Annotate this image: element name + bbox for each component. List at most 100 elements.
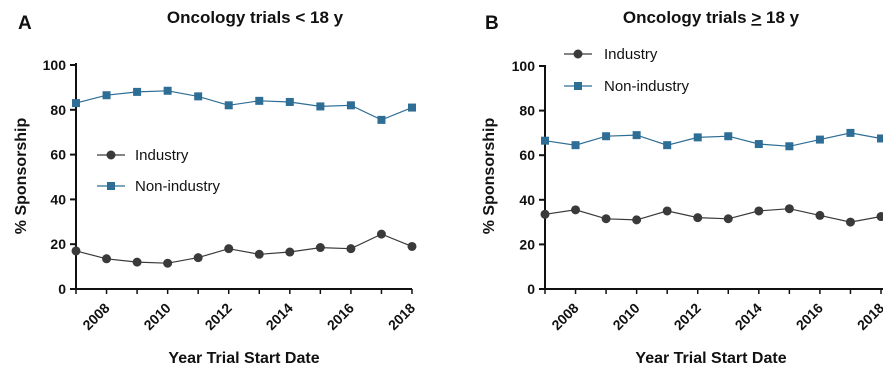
panel-b-industry-point [723, 214, 733, 224]
panel-b-industry-point [693, 213, 703, 223]
panel-b-non-industry-point [785, 142, 794, 151]
panel-b-x-tick-label: 2016 [793, 300, 826, 333]
panel-a-x-tick-label: 2018 [385, 300, 418, 333]
panel-b-non-industry-point [541, 136, 549, 145]
panel-b-x-tick-label: 2018 [854, 300, 883, 333]
panel-b-industry-point [571, 205, 581, 215]
panel-a-industry-point [285, 247, 295, 257]
panel-a-legend: Industry Non-industry [97, 147, 221, 195]
panel-a-x-tick-label: 2016 [324, 300, 357, 333]
panel-a-industry-point [254, 249, 264, 259]
panel-a-y-tick-label: 0 [58, 281, 66, 297]
panel-a-industry-point [163, 258, 173, 268]
panel-b-industry-point [815, 210, 825, 220]
panel-b-legend-industry-marker [573, 49, 583, 59]
panel-a-x-tick-label: 2008 [79, 300, 112, 333]
panel-b-non-industry-point [724, 132, 733, 141]
panel-a-non-industry-point [285, 97, 294, 106]
panel-b-non-industry-point [877, 134, 883, 143]
panel-b-title: Oncology trials > 18 y [623, 8, 800, 27]
panel-b: B Oncology trials > 18 y Year Trial Star… [481, 8, 883, 367]
panel-a-industry-point [315, 243, 325, 253]
panel-a-non-industry-point [163, 86, 172, 95]
panel-b-non-industry-series-line [544, 132, 882, 147]
panel-b-industry-point [845, 217, 855, 227]
panel-b-x-axis-title: Year Trial Start Date [635, 350, 786, 367]
panel-a-non-industry-point [133, 87, 142, 96]
panel-b-letter: B [485, 13, 499, 34]
panel-b-non-industry-point [754, 140, 763, 149]
panel-b-title-part-1: Oncology trials [623, 8, 751, 27]
panel-a-y-axis-title: % Sponsorship [13, 118, 30, 235]
panel-b-non-industry-point [663, 141, 672, 150]
panel-a-non-industry-series-line [75, 90, 413, 121]
panel-a-industry-point [407, 241, 417, 251]
panel-a-non-industry-point [102, 91, 111, 100]
panel-b-industry-series-line [544, 208, 882, 223]
panel-a-industry-point [102, 254, 112, 264]
panel-a-y-tick-label: 80 [50, 102, 66, 118]
panel-b-industry-point [754, 206, 764, 216]
panel-a-letter: A [18, 13, 32, 34]
panel-a-non-industry-point [408, 103, 416, 112]
panel-b-non-industry-point [815, 135, 824, 144]
panel-a-x-tick-label: 2014 [263, 300, 296, 333]
panel-a-legend-non-industry-label: Non-industry [135, 178, 221, 195]
panel-b-legend-non-industry-marker [574, 82, 582, 90]
panel-b-industry-point [540, 209, 550, 219]
panel-b-non-industry-point [693, 133, 702, 142]
panel-a-industry-point [376, 229, 386, 239]
panel-a-x-tick-label: 2012 [202, 300, 235, 333]
panel-b-y-tick-label: 0 [527, 281, 535, 297]
panel-a-title: Oncology trials < 18 y [167, 8, 344, 27]
panel-b-non-industry-point [632, 131, 641, 140]
panel-b-non-industry-point [571, 141, 580, 150]
panel-b-industry-point [876, 212, 883, 222]
panel-b-legend-industry-label: Industry [604, 46, 658, 63]
panel-a-industry-point [193, 253, 203, 263]
panel-a-industry-point [132, 257, 142, 267]
panel-b-y-tick-label: 20 [519, 236, 535, 252]
panel-a-non-industry-point [346, 101, 355, 110]
panel-b-x-tick-label: 2008 [548, 300, 581, 333]
panel-a-industry-point [71, 246, 81, 256]
panel-b-legend: Industry Non-industry [564, 46, 690, 95]
panel-a-non-industry-point [194, 92, 203, 101]
panel-b-y-axis-title: % Sponsorship [481, 118, 498, 235]
panel-a-y-tick-label: 60 [50, 147, 66, 163]
panel-a-y-tick-label: 20 [50, 236, 66, 252]
panel-a-industry-point [224, 244, 234, 254]
panel-a-x-axis-title: Year Trial Start Date [168, 350, 319, 367]
panel-a-y-tick-label: 40 [50, 191, 66, 207]
panel-b-y-tick-label: 80 [519, 103, 535, 119]
panel-a-legend-industry-marker [106, 150, 116, 160]
panel-a: A Oncology trials < 18 y Year Trial Star… [13, 8, 418, 367]
panel-b-industry-point [784, 204, 794, 214]
panel-a-x-tick-label: 2010 [140, 300, 173, 333]
panel-a-non-industry-point [377, 115, 386, 124]
panel-b-x-tick-label: 2012 [671, 300, 704, 333]
panel-a-non-industry-point [316, 102, 325, 111]
panel-a-non-industry-point [255, 96, 264, 105]
panel-b-y-tick-label: 100 [512, 58, 536, 74]
panel-b-y-tick-label: 60 [519, 147, 535, 163]
panel-b-industry-point [662, 206, 672, 216]
panel-a-non-industry-point [224, 101, 233, 110]
panel-b-industry-point [632, 215, 642, 225]
panel-b-title-symbol: > [751, 8, 761, 27]
panel-b-y-tick-label: 40 [519, 192, 535, 208]
panel-b-x-tick-label: 2014 [732, 300, 765, 333]
panel-b-industry-point [601, 214, 611, 224]
panel-a-legend-non-industry-marker [107, 182, 115, 190]
panel-b-non-industry-point [602, 132, 611, 141]
panel-a-y-tick-label: 100 [43, 57, 67, 73]
panel-a-industry-series-line [75, 233, 413, 264]
panel-b-legend-non-industry-label: Non-industry [604, 78, 690, 95]
panel-a-non-industry-point [72, 99, 80, 108]
panel-b-non-industry-point [846, 128, 855, 137]
panel-b-x-tick-label: 2010 [609, 300, 642, 333]
panel-b-title-part-2: 18 y [761, 8, 799, 27]
panel-a-industry-point [346, 244, 356, 254]
panel-a-legend-industry-label: Industry [135, 147, 189, 164]
